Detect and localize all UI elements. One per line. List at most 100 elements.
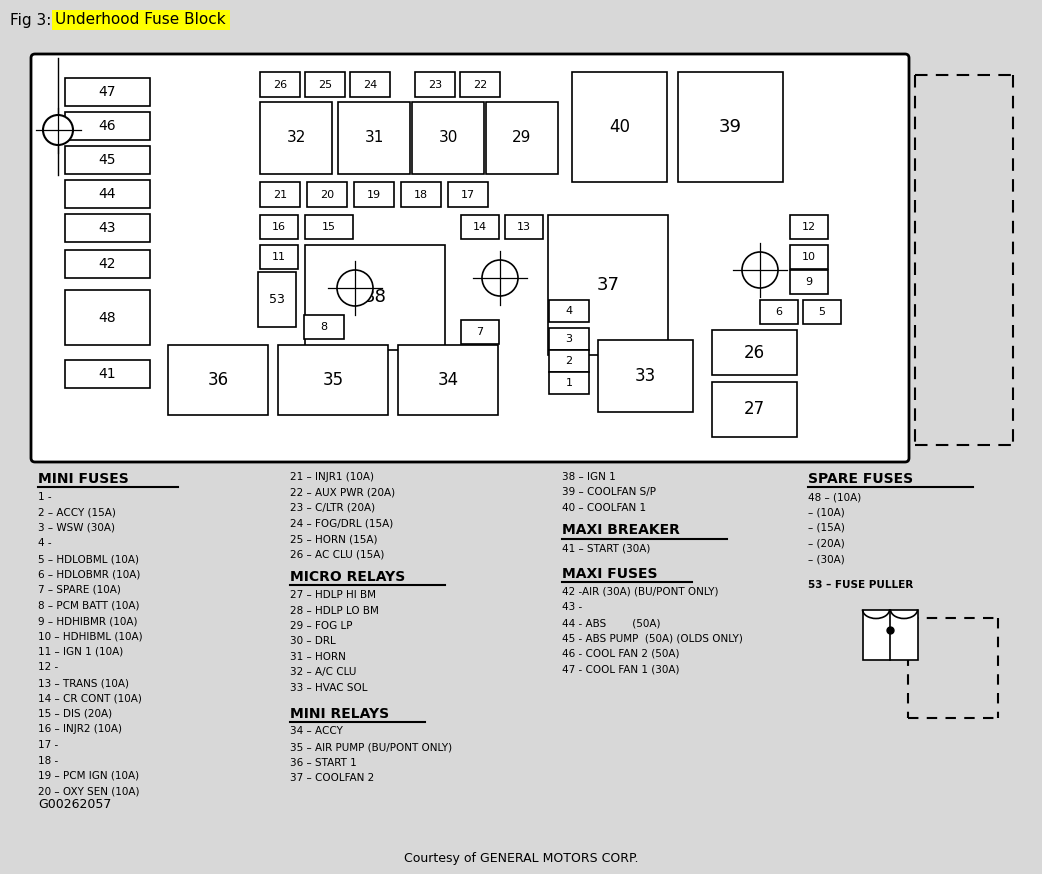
Text: 4 -: 4 - [38, 538, 52, 549]
Text: 9 – HDHIBMR (10A): 9 – HDHIBMR (10A) [38, 616, 138, 626]
Bar [712, 382, 797, 437]
Text: MINI RELAYS: MINI RELAYS [290, 706, 389, 720]
Text: 26: 26 [273, 80, 287, 89]
Text: 33: 33 [635, 367, 656, 385]
Bar [65, 250, 150, 278]
Bar [415, 72, 455, 97]
Bar [260, 215, 298, 239]
Text: 42 -AIR (30A) (BU/PONT ONLY): 42 -AIR (30A) (BU/PONT ONLY) [562, 587, 719, 597]
Bar [549, 372, 589, 394]
Bar [505, 215, 543, 239]
Circle shape [482, 260, 518, 296]
Text: 20 – OXY SEN (10A): 20 – OXY SEN (10A) [38, 787, 140, 796]
Text: MAXI FUSES: MAXI FUSES [562, 567, 658, 581]
Bar [598, 340, 693, 412]
Text: 3: 3 [566, 334, 572, 344]
Bar [305, 245, 445, 350]
Bar [65, 112, 150, 140]
Text: – (10A): – (10A) [808, 508, 845, 517]
Text: 22 – AUX PWR (20A): 22 – AUX PWR (20A) [290, 488, 395, 497]
Text: 31: 31 [365, 130, 383, 145]
Text: 27 – HDLP HI BM: 27 – HDLP HI BM [290, 590, 376, 600]
Text: 27: 27 [744, 400, 765, 419]
Text: 45 - ABS PUMP  (50A) (OLDS ONLY): 45 - ABS PUMP (50A) (OLDS ONLY) [562, 634, 743, 643]
Bar [65, 214, 150, 242]
Text: 32: 32 [287, 130, 305, 145]
Text: 23: 23 [428, 80, 442, 89]
Text: 29: 29 [513, 130, 531, 145]
Text: 11: 11 [272, 252, 286, 262]
Text: 13: 13 [517, 222, 531, 232]
FancyBboxPatch shape [31, 54, 909, 462]
Text: 24: 24 [363, 80, 377, 89]
Text: 45: 45 [99, 153, 117, 167]
Text: 34: 34 [438, 371, 458, 389]
Text: 53 – FUSE PULLER: 53 – FUSE PULLER [808, 579, 913, 589]
Text: 11 – IGN 1 (10A): 11 – IGN 1 (10A) [38, 647, 123, 657]
Text: 1 -: 1 - [38, 492, 52, 502]
Bar [712, 330, 797, 375]
Text: 22: 22 [473, 80, 487, 89]
Bar [461, 320, 499, 344]
Text: 16 – INJR2 (10A): 16 – INJR2 (10A) [38, 725, 122, 734]
Text: – (30A): – (30A) [808, 554, 845, 564]
Text: 5: 5 [819, 307, 825, 317]
Text: 32 – A/C CLU: 32 – A/C CLU [290, 668, 356, 677]
Text: 6: 6 [775, 307, 783, 317]
Bar [65, 290, 150, 345]
Text: 36 – START 1: 36 – START 1 [290, 758, 356, 767]
Text: 15: 15 [322, 222, 336, 232]
Bar [260, 182, 300, 207]
Text: Fig 3:: Fig 3: [10, 12, 56, 27]
Bar [549, 350, 589, 372]
Text: 14 – CR CONT (10A): 14 – CR CONT (10A) [38, 693, 142, 704]
Bar [278, 345, 388, 415]
Bar [401, 182, 441, 207]
Text: 44 - ABS        (50A): 44 - ABS (50A) [562, 618, 661, 628]
Text: 1: 1 [566, 378, 572, 388]
Text: 8 – PCM BATT (10A): 8 – PCM BATT (10A) [38, 600, 140, 611]
Text: 20: 20 [320, 190, 334, 199]
Text: 47: 47 [99, 85, 117, 99]
Bar [260, 72, 300, 97]
Text: SPARE FUSES: SPARE FUSES [808, 472, 913, 486]
Text: G00262057: G00262057 [38, 798, 111, 811]
Text: 3 – WSW (30A): 3 – WSW (30A) [38, 523, 115, 533]
Text: 46: 46 [99, 119, 117, 133]
Text: 21 – INJR1 (10A): 21 – INJR1 (10A) [290, 472, 374, 482]
Text: 13 – TRANS (10A): 13 – TRANS (10A) [38, 678, 129, 688]
Text: 33 – HVAC SOL: 33 – HVAC SOL [290, 683, 368, 693]
Bar [305, 72, 345, 97]
Text: 39: 39 [719, 118, 742, 136]
Bar [65, 180, 150, 208]
Bar [412, 102, 483, 174]
Bar [549, 328, 589, 350]
Text: MICRO RELAYS: MICRO RELAYS [290, 570, 405, 584]
Text: 9: 9 [805, 277, 813, 287]
Bar [304, 315, 344, 339]
Text: – (20A): – (20A) [808, 538, 845, 549]
Bar [354, 182, 394, 207]
Text: 2: 2 [566, 356, 572, 366]
Bar [790, 270, 828, 294]
Bar [260, 102, 332, 174]
Text: 25 – HORN (15A): 25 – HORN (15A) [290, 534, 377, 544]
Bar [760, 300, 798, 324]
Text: 34 – ACCY: 34 – ACCY [290, 726, 343, 737]
Text: 6 – HDLOBMR (10A): 6 – HDLOBMR (10A) [38, 570, 141, 579]
Text: 4: 4 [566, 306, 572, 316]
Text: 17 -: 17 - [38, 740, 58, 750]
Circle shape [337, 270, 373, 306]
Text: 2 – ACCY (15A): 2 – ACCY (15A) [38, 508, 116, 517]
Text: 44: 44 [99, 187, 117, 201]
Bar [790, 215, 828, 239]
Bar [350, 72, 390, 97]
Circle shape [742, 252, 778, 288]
Bar [65, 78, 150, 106]
Text: MAXI BREAKER: MAXI BREAKER [562, 524, 679, 538]
Bar [65, 360, 150, 388]
Bar [305, 215, 353, 239]
Text: 40 – COOLFAN 1: 40 – COOLFAN 1 [562, 503, 646, 513]
Bar [549, 300, 589, 322]
Text: 7 – SPARE (10A): 7 – SPARE (10A) [38, 585, 121, 595]
